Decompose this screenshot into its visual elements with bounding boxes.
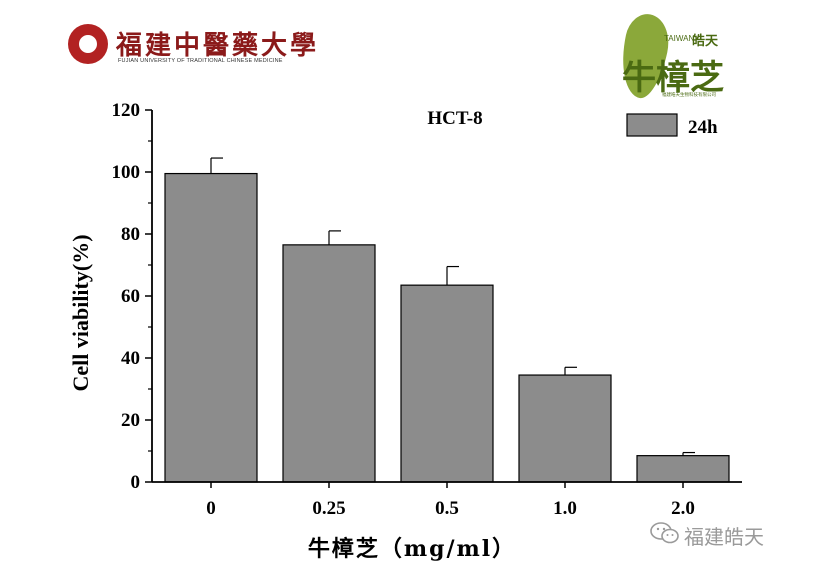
y-tick-label: 40	[121, 348, 140, 369]
wechat-icon	[650, 522, 679, 544]
brand-hao: 皓天	[692, 34, 719, 49]
x-tick-label: 1.0	[553, 498, 577, 519]
y-tick-label: 120	[112, 100, 141, 121]
axes-layer: 0 0.25 0.5 1.0 2.0 0 20 40 60 80 100 120	[112, 100, 742, 519]
brand-name: 牛樟芝	[622, 58, 724, 98]
bar	[282, 244, 376, 483]
university-subtitle: FUJIAN UNIVERSITY OF TRADITIONAL CHINESE…	[118, 58, 283, 64]
bar	[164, 172, 258, 483]
brand-company: 福建皓天生物科技有限公司	[662, 92, 716, 97]
y-tick-label: 20	[121, 410, 140, 431]
bar	[400, 284, 494, 483]
university-name: 福建中醫藥大學	[116, 31, 320, 61]
university-logo: 福建中醫藥大學 FUJIAN UNIVERSITY OF TRADITIONAL…	[68, 24, 316, 72]
brand-region: TAIWAN	[664, 34, 695, 43]
y-tick-label: 60	[121, 286, 140, 307]
chart-title: HCT-8	[427, 108, 482, 129]
bar	[518, 374, 612, 483]
x-tick-label: 2.0	[671, 498, 695, 519]
y-axis-label: Cell viability(%)	[68, 234, 93, 391]
x-tick-label: 0	[206, 498, 216, 519]
y-tick-label: 0	[131, 472, 141, 493]
y-tick-label: 80	[121, 224, 140, 245]
legend: 24h	[626, 113, 718, 138]
brand-logo: TAIWAN 皓天 牛樟芝 福建皓天生物科技有限公司	[612, 10, 728, 104]
legend-label: 24h	[688, 117, 718, 138]
x-axis-label: 牛樟芝（mg/ml）	[308, 536, 516, 562]
x-tick-label: 0.25	[312, 498, 345, 519]
bars-layer	[164, 157, 730, 483]
wechat-account-name: 福建皓天	[684, 525, 764, 549]
bar	[636, 455, 730, 483]
x-tick-label: 0.5	[435, 498, 459, 519]
y-tick-label: 100	[112, 162, 141, 183]
legend-swatch	[626, 113, 678, 137]
university-seal-icon	[68, 24, 108, 64]
